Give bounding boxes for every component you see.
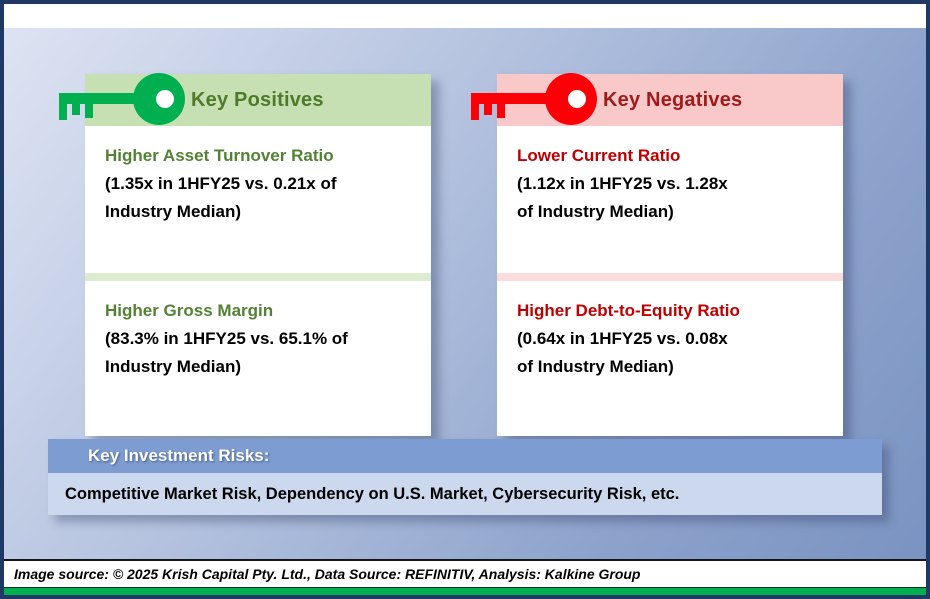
positives-header-label: Key Positives — [191, 88, 324, 111]
source-attribution: Image source: © 2025 Krish Capital Pty. … — [4, 559, 926, 587]
key-icon-red — [471, 73, 601, 129]
negative-item-2-title: Higher Debt-to-Equity Ratio — [517, 301, 740, 320]
positive-item-2: Higher Gross Margin (83.3% in 1HFY25 vs.… — [85, 281, 431, 436]
positive-item-1-detail-line2: Industry Median) — [105, 202, 242, 221]
main-gradient-area: Key Positives Higher Asset Turnover Rati… — [4, 28, 926, 559]
negative-item-1-title: Lower Current Ratio — [517, 146, 681, 165]
negatives-header: Key Negatives — [471, 73, 843, 126]
investment-risks-heading: Key Investment Risks: — [48, 439, 882, 473]
negative-item-2: Higher Debt-to-Equity Ratio (0.64x in 1H… — [497, 281, 843, 436]
positives-header: Key Positives — [59, 73, 431, 126]
positive-item-1: Higher Asset Turnover Ratio (1.35x in 1H… — [85, 126, 431, 273]
positive-item-2-detail-line2: Industry Median) — [105, 357, 242, 376]
key-icon-green — [59, 73, 189, 129]
positives-column: Key Positives Higher Asset Turnover Rati… — [59, 73, 431, 436]
positive-item-1-detail-line1: (1.35x in 1HFY25 vs. 0.21x of — [105, 174, 337, 193]
negative-item-1-detail-line2: of Industry Median) — [517, 202, 674, 221]
negative-item-2-detail-line2: of Industry Median) — [517, 357, 674, 376]
positive-item-2-detail-line1: (83.3% in 1HFY25 vs. 65.1% of — [105, 329, 348, 348]
positive-item-2-title: Higher Gross Margin — [105, 301, 274, 320]
negatives-divider — [497, 273, 843, 281]
negative-item-1-detail-line1: (1.12x in 1HFY25 vs. 1.28x — [517, 174, 728, 193]
negative-item-1: Lower Current Ratio (1.12x in 1HFY25 vs.… — [497, 126, 843, 273]
top-white-strip — [4, 4, 926, 28]
positives-divider — [85, 273, 431, 281]
negatives-header-label: Key Negatives — [603, 88, 743, 111]
bottom-green-bar — [4, 587, 926, 595]
negative-item-2-detail-line1: (0.64x in 1HFY25 vs. 0.08x — [517, 329, 728, 348]
negatives-column: Key Negatives Lower Current Ratio (1.12x… — [471, 73, 843, 436]
positive-item-1-title: Higher Asset Turnover Ratio — [105, 146, 334, 165]
investment-risks-text: Competitive Market Risk, Dependency on U… — [48, 473, 882, 515]
investment-risks-band: Key Investment Risks: Competitive Market… — [48, 439, 882, 515]
